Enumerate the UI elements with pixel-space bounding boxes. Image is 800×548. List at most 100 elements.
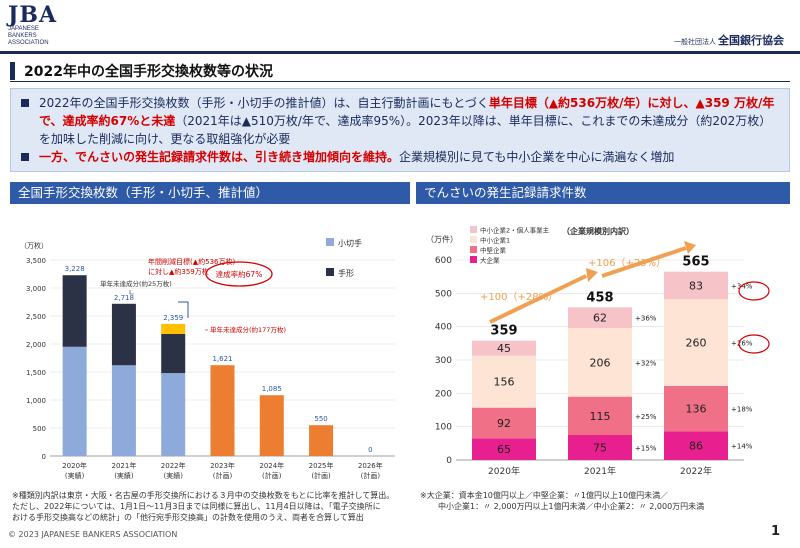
right-bar-2-series-0 <box>664 431 728 460</box>
right-bar-0-series-2 <box>472 355 536 408</box>
left-labels: 3,2282020年(実績)2,7182021年(実績)2,3592022年(実… <box>62 265 383 480</box>
summary-bullet-2: 一方、でんさいの発生記録請求件数は、引き続き増加傾向を維持。企業規模別に見ても中… <box>19 148 781 166</box>
right-labels: 65 92 156 45 359 2020年 75 +15% 115 +25% 206 +32% 62 +… <box>488 255 753 477</box>
right-total-label: 565 <box>682 255 709 270</box>
right-segment-label: 65 <box>497 443 511 456</box>
growth-circle-34 <box>738 281 770 301</box>
legend-label-bill: 手形 <box>338 268 354 278</box>
legend-swatch-check <box>326 238 334 246</box>
left-ytick-label: 0 <box>42 453 46 461</box>
summary-1-c: （2021年は▲510万枚/年で、達成率95%）。2023年以降は、単年目標に、… <box>39 114 772 146</box>
left-total-label: 2,359 <box>163 314 183 322</box>
right-segment-label: 260 <box>686 337 707 350</box>
logo-sub-2: BANKERS <box>8 33 37 39</box>
right-growth-label: +14% <box>731 443 753 451</box>
right-growth-label: +34% <box>731 283 753 291</box>
right-growth-label: +15% <box>635 445 657 453</box>
left-bar-4-series-3 <box>259 395 284 456</box>
right-segment-label: 136 <box>686 403 707 416</box>
left-bar-1-series-1 <box>111 303 136 366</box>
growth-arrow-2 <box>601 246 687 278</box>
right-legend-label: 中小企業2・個人事業主 <box>480 226 550 235</box>
left-ytick-label: 2,500 <box>26 313 46 321</box>
summary-2-a: 一方、でんさいの発生記録請求件数は、引き続き増加傾向を維持。 <box>39 150 400 164</box>
left-total-label: 0 <box>368 446 372 454</box>
org-main: 全国銀行協会 <box>718 34 784 47</box>
left-ytick-label: 3,500 <box>26 257 46 265</box>
right-ytick-label: 600 <box>435 256 452 266</box>
legend-swatch-bill <box>326 268 334 276</box>
right-bar-1-series-0 <box>568 435 632 460</box>
right-panel-title: でんさいの発生記録請求件数 <box>416 182 790 204</box>
right-ytick-label: 0 <box>446 456 452 466</box>
right-growth-label: +32% <box>635 359 657 367</box>
organization-name: 一般社団法人 全国銀行協会 <box>674 32 784 48</box>
right-ytick-label: 100 <box>435 423 452 433</box>
page-title-bar: 2022年中の全国手形交換枚数等の状況 <box>10 60 790 82</box>
right-bar-0-series-1 <box>472 407 536 439</box>
left-xtick-year: 2026年 <box>358 461 383 470</box>
right-legend-swatch <box>470 236 477 243</box>
bullet-square-icon <box>21 153 29 161</box>
page-number: 1 <box>770 524 780 539</box>
left-xtick-year: 2025年 <box>309 461 334 470</box>
right-total-label: 359 <box>490 324 517 339</box>
left-bar-0-series-0 <box>62 346 87 456</box>
left-xtick-kind: (計画) <box>311 471 331 480</box>
logo-text: JBA <box>8 2 58 28</box>
unmet-2022-label: 単年未達成分(約177万枚) <box>210 325 286 334</box>
left-bar-0-series-1 <box>62 275 87 347</box>
right-bar-2-series-1 <box>664 386 728 432</box>
right-segment-label: 86 <box>689 440 703 453</box>
jba-logo: JBA JAPANESE BANKERS ASSOCIATION <box>8 4 80 48</box>
right-growth-label: +18% <box>731 406 753 414</box>
right-growth-label: +26% <box>731 340 753 348</box>
growth-circle-26 <box>738 334 770 354</box>
right-segment-label: 206 <box>590 356 611 369</box>
left-panel-title: 全国手形交換枚数（手形・小切手、推計値） <box>10 182 410 204</box>
right-growth-label: +25% <box>635 413 657 421</box>
target-annotation-1: 年間削減目標(▲約536万枚) <box>148 257 235 266</box>
growth-label-1: +100（+28%） <box>480 291 558 303</box>
right-subtitle: （企業規模別内訳） <box>562 226 634 236</box>
right-segment-label: 92 <box>497 417 511 430</box>
right-ytick-label: 500 <box>435 289 452 299</box>
right-total-label: 458 <box>586 290 613 305</box>
org-prefix: 一般社団法人 <box>674 38 716 46</box>
growth-arrow-1 <box>489 274 587 324</box>
left-xtick-year: 2023年 <box>210 461 235 470</box>
right-legend-label: 大企業 <box>480 256 500 265</box>
right-xtick-label: 2021年 <box>584 465 616 477</box>
summary-bullet-1: 2022年の全国手形交換枚数（手形・小切手の推計値）は、自主行動計画にもとづく単… <box>19 94 781 148</box>
right-legend-swatch <box>470 226 477 233</box>
title-accent <box>10 62 15 80</box>
left-total-label: 2,718 <box>114 294 134 302</box>
copyright: © 2023 JAPANESE BANKERS ASSOCIATION <box>8 530 178 539</box>
right-bar-1-series-3 <box>568 307 632 328</box>
left-total-label: 1,621 <box>212 355 232 363</box>
right-ylabel: （万件） <box>426 234 458 244</box>
right-segment-label: 62 <box>593 312 607 325</box>
summary-box: 2022年の全国手形交換枚数（手形・小切手の推計値）は、自主行動計画にもとづく単… <box>10 88 790 172</box>
left-bar-3-series-3 <box>210 365 235 456</box>
left-bar-5-series-3 <box>309 425 334 456</box>
right-ytick-label: 400 <box>435 323 452 333</box>
left-bar-2-series-1 <box>161 333 186 374</box>
right-segment-label: 45 <box>497 342 511 355</box>
right-legend-swatch <box>470 256 477 263</box>
left-bars <box>62 275 334 456</box>
left-footnote-2: ただし、2022年については、1月1日～11月3日までは同様に算出し、11月4日… <box>12 502 381 511</box>
logo-sub-1: JAPANESE <box>8 26 39 32</box>
right-bar-2-series-3 <box>664 271 728 300</box>
check-volume-chart: 0 500 1,000 1,500 2,000 2,500 3,000 3,500 3,228… <box>20 238 395 480</box>
left-ytick-label: 500 <box>33 425 46 433</box>
left-total-label: 550 <box>314 415 327 423</box>
left-bar-2-series-0 <box>161 373 186 456</box>
growth-label-2: +106（+23%） <box>588 257 666 269</box>
right-segment-label: 75 <box>593 442 607 455</box>
left-xtick-year: 2021年 <box>112 461 137 470</box>
right-segment-label: 115 <box>590 410 611 423</box>
legend-label-check: 小切手 <box>338 238 362 248</box>
left-xtick-year: 2020年 <box>62 461 87 470</box>
